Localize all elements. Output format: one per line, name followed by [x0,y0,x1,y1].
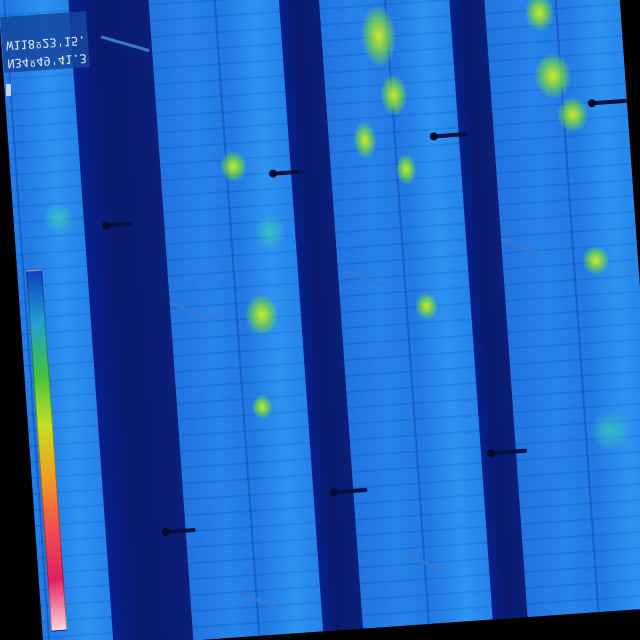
scale-marker [6,84,11,96]
gps-coordinates-label: N34º49'41.3 W118º23'15. [0,11,90,73]
